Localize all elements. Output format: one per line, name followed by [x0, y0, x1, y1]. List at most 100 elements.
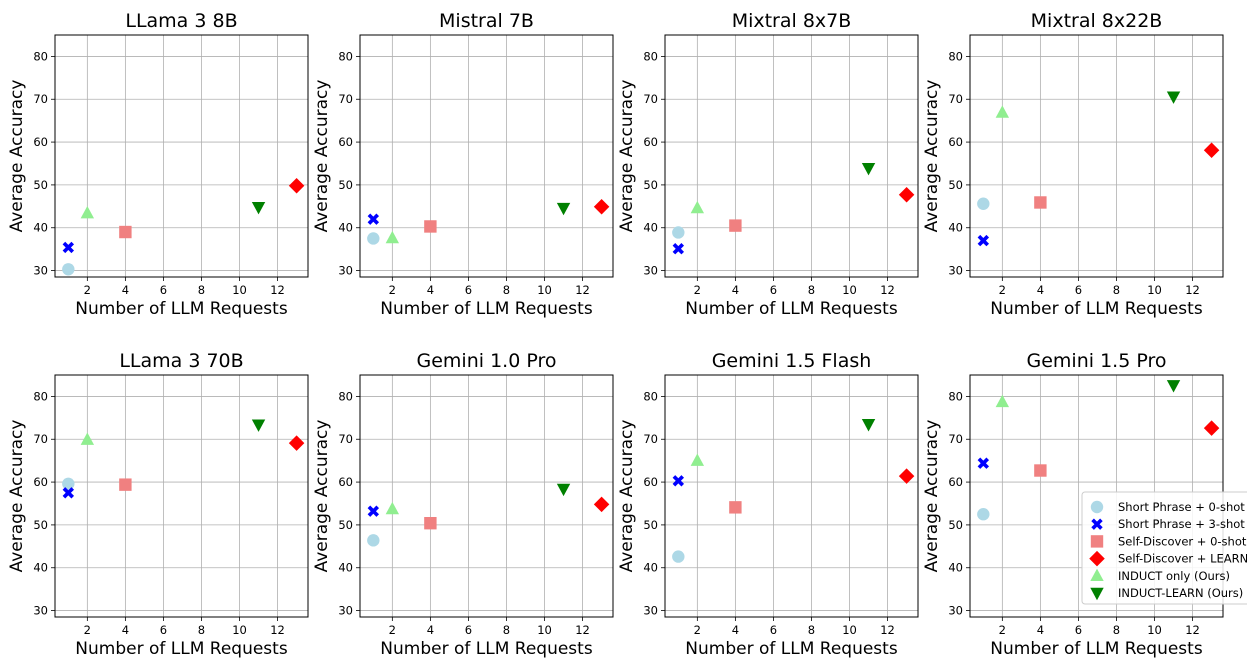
- legend-label: INDUCT-LEARN (Ours): [1118, 586, 1243, 600]
- chart-title: Mistral 7B: [439, 10, 534, 32]
- x-tick-label: 8: [1113, 623, 1120, 637]
- data-point: [672, 226, 685, 239]
- plot-frame: [54, 374, 309, 618]
- y-tick-label: 40: [948, 221, 963, 235]
- x-tick-label: 4: [1037, 623, 1044, 637]
- y-tick-label: 80: [948, 389, 963, 403]
- x-tick-label: 12: [575, 283, 590, 297]
- plot-frame: [359, 34, 614, 278]
- chart-title: Gemini 1.5 Pro: [1027, 350, 1167, 372]
- x-tick-label: 12: [1185, 623, 1200, 637]
- x-tick-label: 10: [537, 623, 552, 637]
- y-tick-label: 80: [33, 49, 48, 63]
- x-tick-label: 6: [1075, 283, 1082, 297]
- legend-marker: [1090, 535, 1104, 548]
- data-point: [119, 225, 132, 239]
- data-point: [251, 419, 266, 432]
- y-tick-label: 40: [338, 221, 353, 235]
- x-tick-label: 10: [842, 623, 857, 637]
- x-tick-label: 6: [160, 623, 167, 637]
- y-tick-label: 50: [338, 518, 353, 532]
- x-tick-label: 12: [270, 283, 285, 297]
- x-tick-label: 6: [770, 283, 777, 297]
- data-point: [995, 394, 1010, 408]
- data-point: [672, 243, 685, 255]
- y-tick-label: 40: [643, 561, 658, 575]
- y-tick-label: 60: [338, 135, 353, 149]
- y-tick-label: 70: [948, 432, 963, 446]
- legend-label: Self-Discover + 0-shot: [1118, 534, 1247, 548]
- y-tick-label: 60: [643, 135, 658, 149]
- y-tick-label: 80: [338, 389, 353, 403]
- y-tick-label: 80: [33, 389, 48, 403]
- y-axis-label: Average Accuracy: [922, 80, 942, 233]
- data-point: [80, 432, 95, 445]
- x-tick-label: 8: [808, 623, 815, 637]
- y-tick-label: 40: [33, 221, 48, 235]
- y-tick-label: 50: [33, 178, 48, 192]
- y-tick-label: 30: [338, 604, 353, 618]
- data-point: [385, 230, 400, 244]
- x-axis-label: Number of LLM Requests: [685, 639, 898, 659]
- y-tick-label: 80: [643, 389, 658, 403]
- y-axis-label: Average Accuracy: [312, 80, 332, 233]
- y-tick-label: 70: [33, 432, 48, 446]
- x-tick-label: 12: [1185, 283, 1200, 297]
- plot-frame: [54, 34, 309, 278]
- chart-title: Gemini 1.0 Pro: [417, 350, 557, 372]
- x-tick-label: 8: [503, 283, 510, 297]
- y-tick-label: 80: [643, 49, 658, 63]
- data-point: [424, 516, 437, 530]
- data-point: [367, 505, 380, 517]
- x-tick-label: 4: [732, 623, 739, 637]
- chart-panel: 2 4 6 8 10 12 30 40 50 60 70 80 Gemini 1.0 Pro Number…: [312, 350, 614, 659]
- data-point: [729, 501, 742, 514]
- data-point: [367, 232, 380, 245]
- x-tick-label: 4: [427, 623, 434, 637]
- x-tick-label: 6: [465, 283, 472, 297]
- plot-frame: [664, 374, 919, 618]
- data-point: [593, 199, 610, 215]
- data-point: [672, 475, 685, 487]
- data-point: [367, 534, 380, 547]
- y-tick-label: 50: [948, 178, 963, 192]
- legend-marker: [1089, 550, 1105, 567]
- x-axis-label: Number of LLM Requests: [990, 639, 1203, 659]
- y-axis-label: Average Accuracy: [312, 420, 332, 573]
- legend-label: Short Phrase + 0-shot: [1118, 500, 1245, 514]
- x-tick-label: 4: [122, 283, 129, 297]
- y-axis-label: Average Accuracy: [617, 80, 637, 233]
- y-tick-label: 50: [643, 518, 658, 532]
- data-point: [424, 220, 437, 233]
- chart-panel: 2 4 6 8 10 12 30 40 50 60 70 80 Mistral 7B Number of …: [312, 10, 614, 319]
- x-tick-label: 4: [427, 283, 434, 297]
- x-tick-label: 10: [1147, 623, 1162, 637]
- plot-frame: [664, 34, 919, 278]
- y-tick-label: 60: [643, 475, 658, 489]
- data-point: [977, 197, 990, 210]
- x-tick-label: 2: [694, 623, 701, 637]
- y-tick-label: 50: [33, 518, 48, 532]
- x-tick-label: 2: [694, 283, 701, 297]
- legend-label: Short Phrase + 3-shot: [1118, 517, 1245, 531]
- x-tick-label: 8: [503, 623, 510, 637]
- y-tick-label: 60: [338, 475, 353, 489]
- x-tick-label: 4: [122, 623, 129, 637]
- x-tick-label: 2: [389, 623, 396, 637]
- data-point: [1166, 380, 1181, 393]
- data-point: [80, 205, 95, 219]
- plot-frame: [359, 374, 614, 618]
- y-tick-label: 30: [338, 264, 353, 278]
- legend-marker: [1090, 500, 1104, 514]
- data-point: [385, 501, 400, 515]
- y-tick-label: 60: [33, 135, 48, 149]
- x-tick-label: 4: [732, 283, 739, 297]
- y-tick-label: 40: [948, 561, 963, 575]
- data-point: [367, 213, 380, 225]
- data-point: [251, 201, 266, 215]
- y-tick-label: 30: [33, 264, 48, 278]
- x-tick-label: 10: [842, 283, 857, 297]
- data-point: [556, 202, 571, 216]
- data-point: [62, 263, 75, 276]
